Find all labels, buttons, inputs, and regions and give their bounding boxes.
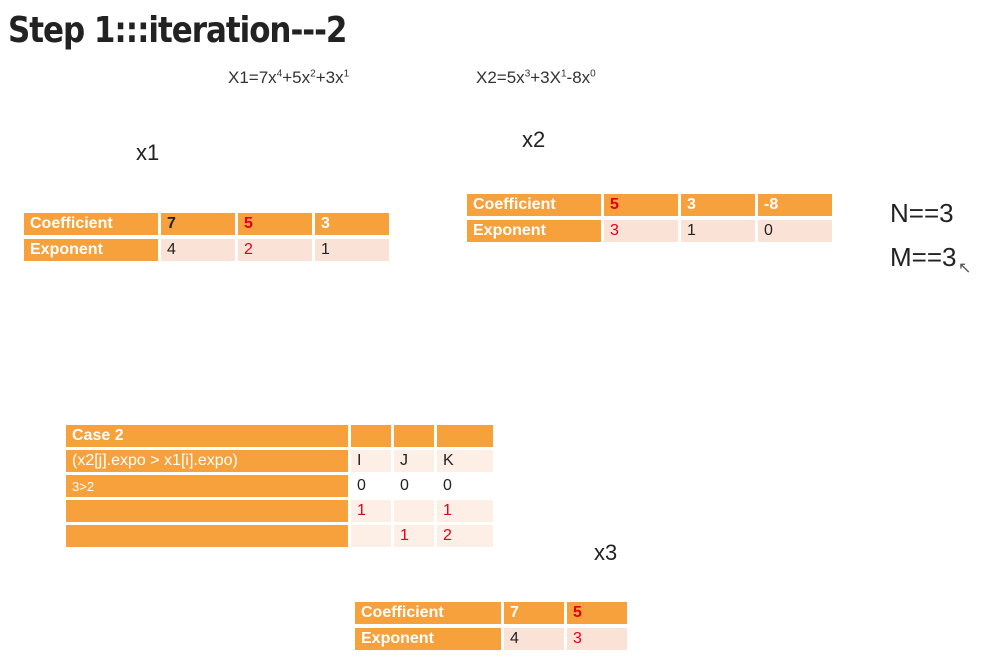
table-row: (x2[j].expo > x1[i].expo) I J K	[66, 450, 496, 472]
coef-cell: 5	[567, 602, 630, 624]
x2-table: Coefficient 5 3 -8 Exponent 3 1 0	[467, 190, 835, 246]
label-x3: x3	[594, 540, 618, 565]
table-row: Coefficient 7 5	[355, 602, 630, 624]
table-row: Coefficient 7 5 3	[24, 213, 392, 235]
cell	[351, 525, 394, 547]
equation-x2: X2=5x3+3X1-8x0	[476, 68, 596, 87]
table-row: 1 1	[66, 500, 496, 522]
coef-cell: 7	[161, 213, 238, 235]
expo-cell: 1	[681, 220, 758, 242]
equation-x1: X1=7x4+5x2+3x1	[228, 68, 350, 87]
table-row: Coefficient 5 3 -8	[467, 194, 835, 216]
expo-cell: 0	[758, 220, 835, 242]
expo-cell: 1	[315, 239, 392, 261]
coef-cell: 5	[238, 213, 315, 235]
table-row: 1 2	[66, 525, 496, 547]
coef-cell: 3	[681, 194, 758, 216]
row-label: Coefficient	[24, 213, 161, 235]
coef-cell: 7	[504, 602, 567, 624]
cell: 0	[351, 475, 394, 497]
expo-cell: 2	[238, 239, 315, 261]
x3-table: Coefficient 7 5 Exponent 4 3	[355, 598, 630, 654]
coef-cell: 5	[604, 194, 681, 216]
table-row: Case 2	[66, 425, 496, 447]
expo-cell: 3	[604, 220, 681, 242]
cell: 1	[437, 500, 496, 522]
table-row: Exponent 4 3	[355, 628, 630, 650]
label-x2: x2	[522, 127, 546, 152]
cell	[394, 500, 437, 522]
expo-cell: 4	[504, 628, 567, 650]
cell: 1	[394, 525, 437, 547]
row-label: Exponent	[24, 239, 161, 261]
row-label: Exponent	[467, 220, 604, 242]
page-title: Step 1:::iteration---2	[8, 10, 347, 51]
n-value: N==3	[890, 198, 954, 228]
expo-cell: 3	[567, 628, 630, 650]
col-header-j: J	[394, 450, 437, 472]
col-header-k: K	[437, 450, 496, 472]
case-header: Case 2	[66, 425, 351, 447]
expo-cell: 4	[161, 239, 238, 261]
row-label: Coefficient	[467, 194, 604, 216]
row-label: Exponent	[355, 628, 504, 650]
table-row: Exponent 3 1 0	[467, 220, 835, 242]
label-x1: x1	[136, 140, 160, 165]
cell: 2	[437, 525, 496, 547]
col-header-i: I	[351, 450, 394, 472]
row-label: Coefficient	[355, 602, 504, 624]
cell: 0	[437, 475, 496, 497]
cell: 1	[351, 500, 394, 522]
cell: 0	[394, 475, 437, 497]
mouse-cursor-icon: ↖	[958, 260, 972, 277]
coef-cell: -8	[758, 194, 835, 216]
table-row: Exponent 4 2 1	[24, 239, 392, 261]
coef-cell: 3	[315, 213, 392, 235]
table-row: 3>2 0 0 0	[66, 475, 496, 497]
case-condition: (x2[j].expo > x1[i].expo)	[66, 450, 351, 472]
m-value: M==3	[890, 242, 957, 272]
case-table: Case 2 (x2[j].expo > x1[i].expo) I J K 3…	[66, 422, 496, 550]
x1-table: Coefficient 7 5 3 Exponent 4 2 1	[24, 209, 392, 265]
case-note: 3>2	[66, 475, 351, 497]
